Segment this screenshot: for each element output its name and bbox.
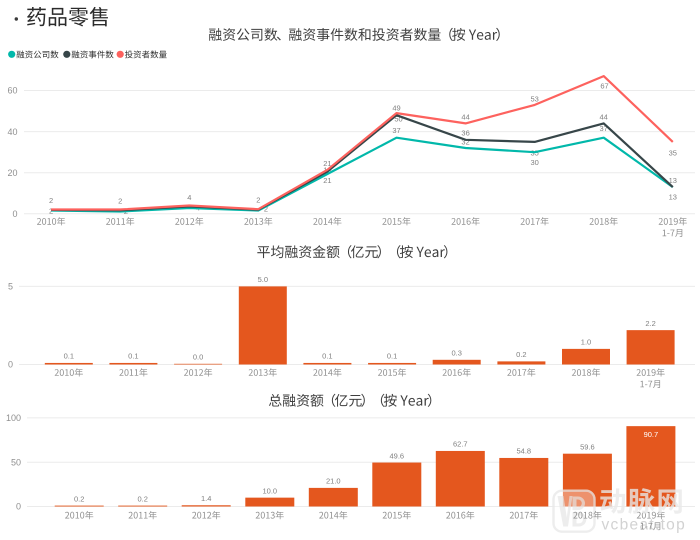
svg-text:40: 40 [7, 127, 17, 137]
svg-text:32: 32 [461, 138, 469, 147]
svg-text:5.0: 5.0 [258, 275, 268, 284]
svg-text:2: 2 [118, 197, 122, 206]
svg-text:0: 0 [16, 502, 21, 512]
svg-text:13: 13 [669, 176, 677, 185]
svg-text:50: 50 [394, 115, 402, 124]
svg-text:vcbeat.top: vcbeat.top [602, 517, 687, 534]
svg-text:1.0: 1.0 [581, 338, 591, 347]
svg-text:59.6: 59.6 [580, 443, 595, 452]
svg-text:44: 44 [461, 113, 469, 122]
svg-text:44: 44 [600, 113, 608, 122]
svg-text:0.0: 0.0 [193, 353, 203, 362]
svg-text:10.0: 10.0 [262, 486, 277, 495]
svg-text:0.2: 0.2 [137, 494, 147, 503]
svg-text:53: 53 [531, 95, 539, 104]
svg-text:60: 60 [7, 86, 17, 96]
svg-text:30: 30 [531, 158, 539, 167]
svg-text:0.1: 0.1 [64, 352, 74, 361]
svg-text:0.1: 0.1 [322, 352, 332, 361]
svg-text:90.7: 90.7 [644, 430, 659, 439]
svg-text:2.2: 2.2 [645, 319, 655, 328]
svg-text:54.8: 54.8 [516, 447, 531, 456]
svg-text:0: 0 [8, 360, 13, 370]
svg-text:67: 67 [600, 81, 608, 90]
svg-text:49.6: 49.6 [389, 451, 404, 460]
svg-text:37: 37 [600, 124, 608, 133]
svg-text:62.7: 62.7 [453, 440, 468, 449]
svg-text:37: 37 [392, 126, 400, 135]
svg-text:0.3: 0.3 [451, 349, 461, 358]
svg-text:21.0: 21.0 [326, 477, 341, 486]
svg-text:2: 2 [256, 196, 260, 205]
svg-text:36: 36 [461, 129, 469, 138]
svg-text:20: 20 [7, 168, 17, 178]
svg-text:2: 2 [264, 205, 268, 214]
svg-text:0.2: 0.2 [74, 494, 84, 503]
svg-text:21: 21 [323, 176, 331, 185]
svg-text:13: 13 [669, 192, 677, 201]
svg-text:21: 21 [323, 159, 331, 168]
svg-text:5: 5 [8, 282, 13, 292]
svg-text:50: 50 [11, 457, 21, 467]
svg-text:2: 2 [49, 196, 53, 205]
svg-text:0.2: 0.2 [516, 350, 526, 359]
svg-text:0.1: 0.1 [387, 352, 397, 361]
svg-text:49: 49 [392, 104, 400, 113]
svg-text:0.1: 0.1 [128, 352, 138, 361]
svg-text:4: 4 [187, 193, 191, 202]
svg-text:100: 100 [6, 413, 21, 423]
svg-text:1.4: 1.4 [201, 494, 211, 503]
svg-text:0: 0 [12, 209, 17, 219]
svg-text:35: 35 [669, 149, 677, 158]
